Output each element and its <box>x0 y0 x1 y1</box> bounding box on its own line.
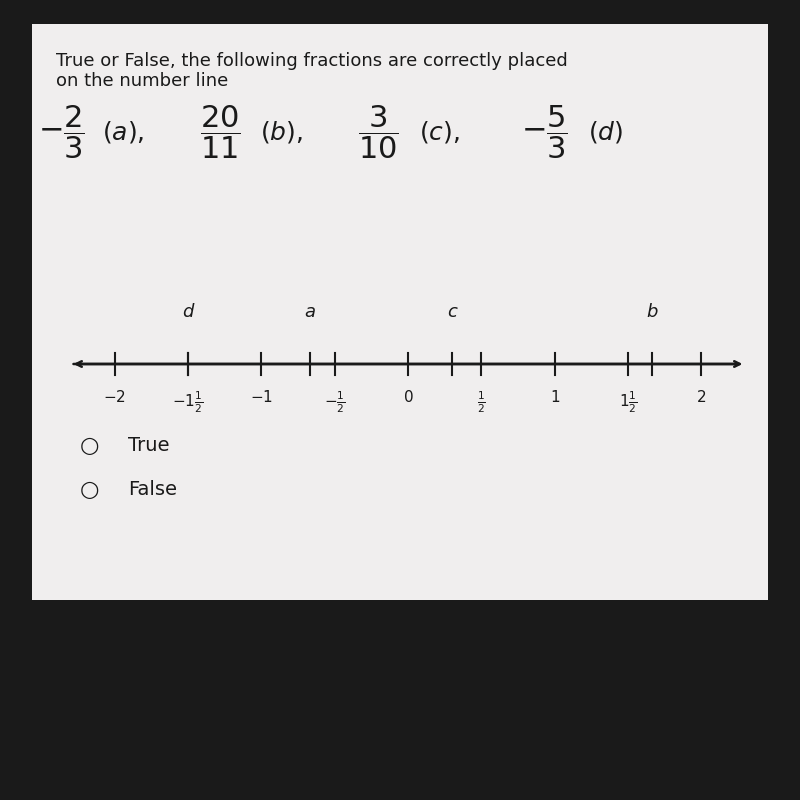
Text: on the number line: on the number line <box>56 72 228 90</box>
Text: $-1\frac{1}{2}$: $-1\frac{1}{2}$ <box>172 389 204 414</box>
Text: $2$: $2$ <box>696 389 706 405</box>
Text: c: c <box>447 302 457 321</box>
Text: $0$: $0$ <box>402 389 414 405</box>
Text: $(b),$: $(b),$ <box>260 119 302 145</box>
Text: d: d <box>182 302 194 321</box>
Text: ○: ○ <box>80 436 99 456</box>
Text: True or False, the following fractions are correctly placed: True or False, the following fractions a… <box>56 52 568 70</box>
Text: False: False <box>128 480 177 499</box>
Text: $\frac{1}{2}$: $\frac{1}{2}$ <box>477 389 486 414</box>
Text: $-\dfrac{2}{3}$: $-\dfrac{2}{3}$ <box>38 103 85 161</box>
Text: b: b <box>646 302 658 321</box>
Text: a: a <box>305 302 316 321</box>
Text: $-2$: $-2$ <box>103 389 126 405</box>
Text: $1\frac{1}{2}$: $1\frac{1}{2}$ <box>618 389 638 414</box>
Text: $\dfrac{3}{10}$: $\dfrac{3}{10}$ <box>358 103 399 161</box>
Text: $-1$: $-1$ <box>250 389 273 405</box>
Text: $(a),$: $(a),$ <box>102 119 144 145</box>
Text: $1$: $1$ <box>550 389 560 405</box>
Text: True: True <box>128 436 170 455</box>
Text: $\dfrac{20}{11}$: $\dfrac{20}{11}$ <box>199 103 241 161</box>
Text: $(d)$: $(d)$ <box>587 119 623 145</box>
Text: $-\frac{1}{2}$: $-\frac{1}{2}$ <box>324 389 346 414</box>
Text: $(c),$: $(c),$ <box>419 119 460 145</box>
Text: $-\dfrac{5}{3}$: $-\dfrac{5}{3}$ <box>521 103 567 161</box>
Text: ○: ○ <box>80 480 99 500</box>
